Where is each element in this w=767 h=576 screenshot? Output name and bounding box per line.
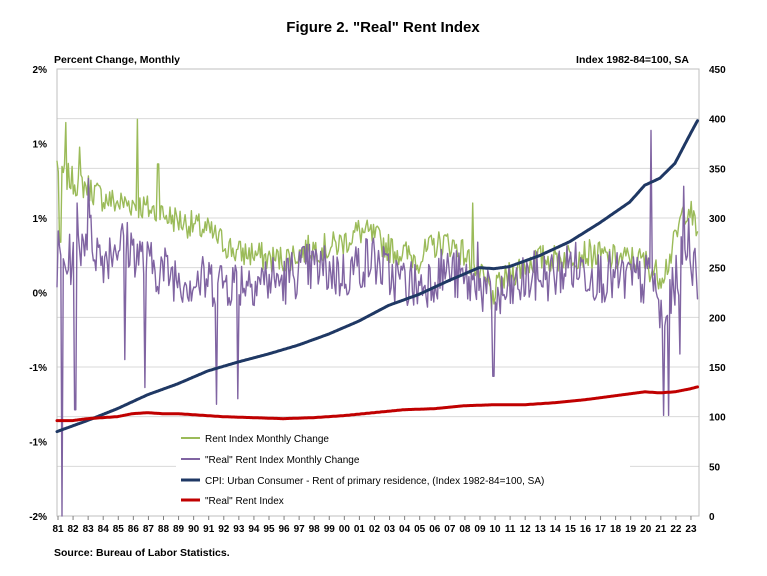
x-tick-label: 19 — [625, 524, 637, 535]
x-tick-label: 10 — [489, 524, 501, 535]
x-tick-label: 22 — [670, 524, 682, 535]
left-tick-label: -1% — [29, 363, 47, 374]
right-tick-label: 400 — [709, 115, 726, 126]
x-tick-label: 17 — [595, 524, 607, 535]
source-note: Source: Bureau of Labor Statistics. — [54, 547, 230, 559]
x-tick-label: 15 — [565, 524, 577, 535]
x-tick-label: 95 — [263, 524, 275, 535]
left-tick-label: 2% — [33, 65, 48, 76]
left-tick-label: 0% — [33, 289, 48, 300]
x-tick-label: 90 — [188, 524, 200, 535]
left-tick-label: -2% — [29, 512, 47, 523]
x-tick-label: 96 — [278, 524, 290, 535]
left-tick-label: 1% — [33, 140, 48, 151]
right-tick-label: 450 — [709, 65, 726, 76]
series-line-0 — [56, 118, 699, 310]
right-tick-label: 350 — [709, 164, 726, 175]
x-tick-label: 06 — [429, 524, 441, 535]
x-tick-label: 85 — [113, 524, 125, 535]
x-tick-label: 83 — [83, 524, 95, 535]
x-tick-label: 98 — [309, 524, 321, 535]
x-axis: 81 82 83 84 85 86 87 88 89 90 91 92 93 94 95 96 97 98 99 00… — [52, 516, 697, 535]
legend-background — [176, 428, 630, 510]
left-tick-label: 1% — [33, 214, 48, 225]
left-axis-title: Percent Change, Monthly — [54, 54, 180, 66]
x-tick-label: 91 — [203, 524, 215, 535]
chart-title: Figure 2. "Real" Rent Index — [286, 19, 480, 36]
x-tick-label: 14 — [550, 524, 562, 535]
plot-area — [56, 68, 700, 517]
series-line-2 — [55, 119, 699, 434]
x-tick-label: 00 — [339, 524, 351, 535]
legend: Rent Index Monthly Change "Real" Rent In… — [176, 428, 630, 510]
left-axis: 2% 1% 1% 0% -1% -1% -2% — [29, 65, 47, 523]
right-tick-label: 200 — [709, 313, 726, 324]
x-tick-label: 88 — [158, 524, 170, 535]
right-tick-label: 250 — [709, 264, 726, 275]
x-tick-label: 89 — [173, 524, 185, 535]
x-tick-label: 01 — [354, 524, 366, 535]
x-tick-label: 11 — [505, 524, 516, 535]
x-tick-label: 87 — [143, 524, 155, 535]
right-tick-label: 150 — [709, 363, 726, 374]
right-tick-label: 100 — [709, 413, 726, 424]
x-tick-label: 18 — [610, 524, 622, 535]
series-layer — [55, 118, 699, 517]
x-tick-label: 92 — [218, 524, 230, 535]
x-tick-label: 84 — [98, 524, 110, 535]
x-tick-label: 13 — [535, 524, 547, 535]
x-tick-label: 99 — [324, 524, 336, 535]
x-tick-label: 21 — [655, 524, 667, 535]
x-tick-label: 12 — [520, 524, 532, 535]
legend-label-real-rent-change: "Real" Rent Index Monthly Change — [205, 455, 360, 466]
x-tick-label: 04 — [399, 524, 411, 535]
x-tick-label: 16 — [580, 524, 592, 535]
x-tick-label: 03 — [384, 524, 396, 535]
x-tick-label: 93 — [233, 524, 245, 535]
x-tick-label: 97 — [294, 524, 306, 535]
x-tick-label: 23 — [685, 524, 697, 535]
legend-label-rent-change: Rent Index Monthly Change — [205, 434, 329, 445]
right-tick-label: 0 — [709, 512, 715, 523]
x-tick-label: 20 — [640, 524, 652, 535]
x-tick-label: 81 — [52, 524, 64, 535]
left-tick-label: -1% — [29, 438, 47, 449]
right-axis-title: Index 1982-84=100, SA — [576, 54, 689, 66]
x-tick-label: 08 — [459, 524, 471, 535]
x-tick-label: 09 — [474, 524, 486, 535]
x-tick-label: 07 — [444, 524, 456, 535]
x-tick-label: 86 — [128, 524, 140, 535]
x-tick-label: 94 — [248, 524, 260, 535]
legend-label-real-rent: "Real" Rent Index — [205, 496, 284, 507]
series-line-1 — [56, 129, 699, 517]
right-tick-label: 50 — [709, 462, 721, 473]
legend-label-cpi: CPI: Urban Consumer - Rent of primary re… — [205, 476, 544, 487]
x-tick-label: 05 — [414, 524, 426, 535]
x-tick-label: 82 — [68, 524, 80, 535]
right-tick-label: 300 — [709, 214, 726, 225]
right-axis: 450 400 350 300 250 200 150 100 50 0 — [709, 65, 726, 523]
series-line-3 — [55, 385, 699, 423]
x-tick-label: 02 — [369, 524, 381, 535]
